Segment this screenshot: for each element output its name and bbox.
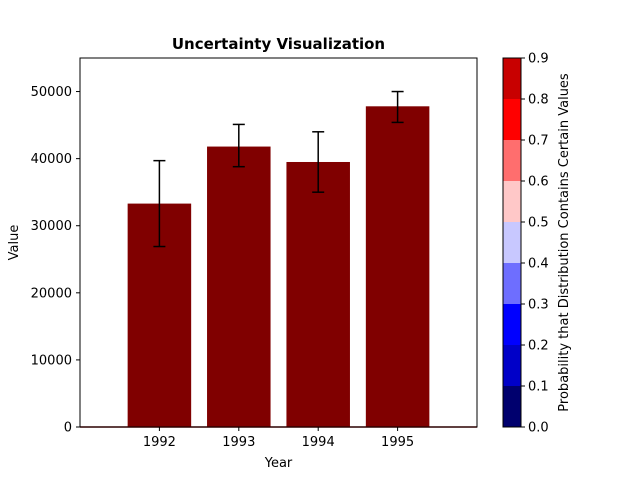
colorbar-ticks: 0.0 0.1 0.2 0.3 0.4 0.5 0.6 0.7 0.8 0.9 (521, 52, 549, 436)
colorbar-tick-label-0.0: 0.0 (528, 421, 549, 436)
colorbar-segment-1 (503, 345, 521, 386)
colorbar-segment-2 (503, 304, 521, 345)
colorbar-tick-label-0.5: 0.5 (528, 216, 549, 231)
bar-1995 (365, 106, 430, 428)
colorbar-label: Probability that Distribution Contains C… (557, 73, 572, 412)
x-axis-label: Year (264, 456, 293, 471)
colorbar-segment-3 (503, 263, 521, 304)
colorbar-tick-label-0.3: 0.3 (528, 298, 549, 313)
x-tick-label-1992: 1992 (143, 435, 176, 450)
x-tick-label-1993: 1993 (222, 435, 255, 450)
colorbar-segment-8 (503, 58, 521, 99)
colorbar-tick-label-0.6: 0.6 (528, 175, 549, 190)
colorbar-segment-6 (503, 140, 521, 181)
colorbar-segment-0 (503, 386, 521, 427)
colorbar (503, 58, 521, 427)
y-tick-label-10000: 10000 (31, 353, 72, 368)
y-tick-label-50000: 50000 (31, 85, 72, 100)
colorbar-tick-label-0.8: 0.8 (528, 93, 549, 108)
y-tick-label-0: 0 (64, 421, 72, 436)
colorbar-segment-4 (503, 222, 521, 263)
x-axis-ticks: 1992 1993 1994 1995 (143, 427, 414, 450)
colorbar-tick-label-0.7: 0.7 (528, 134, 549, 149)
y-tick-label-40000: 40000 (31, 152, 72, 167)
colorbar-tick-label-0.4: 0.4 (528, 257, 549, 272)
chart-title: Uncertainty Visualization (172, 35, 385, 53)
colorbar-tick-label-0.9: 0.9 (528, 52, 549, 67)
colorbar-tick-label-0.2: 0.2 (528, 339, 549, 354)
y-tick-label-30000: 30000 (31, 219, 72, 234)
y-axis-ticks: 0 10000 20000 30000 40000 50000 (31, 85, 80, 436)
colorbar-segment-7 (503, 99, 521, 140)
y-axis-label: Value (7, 225, 22, 261)
bars (127, 106, 430, 428)
colorbar-frame (502, 57, 522, 428)
x-tick-label-1994: 1994 (302, 435, 335, 450)
bar-1993 (207, 146, 271, 427)
colorbar-segment-5 (503, 181, 521, 222)
colorbar-tick-label-0.1: 0.1 (528, 380, 549, 395)
x-tick-label-1995: 1995 (381, 435, 414, 450)
y-tick-label-20000: 20000 (31, 286, 72, 301)
plot-area (79, 57, 478, 428)
bar-1994 (286, 161, 350, 427)
error-bars (153, 90, 404, 248)
